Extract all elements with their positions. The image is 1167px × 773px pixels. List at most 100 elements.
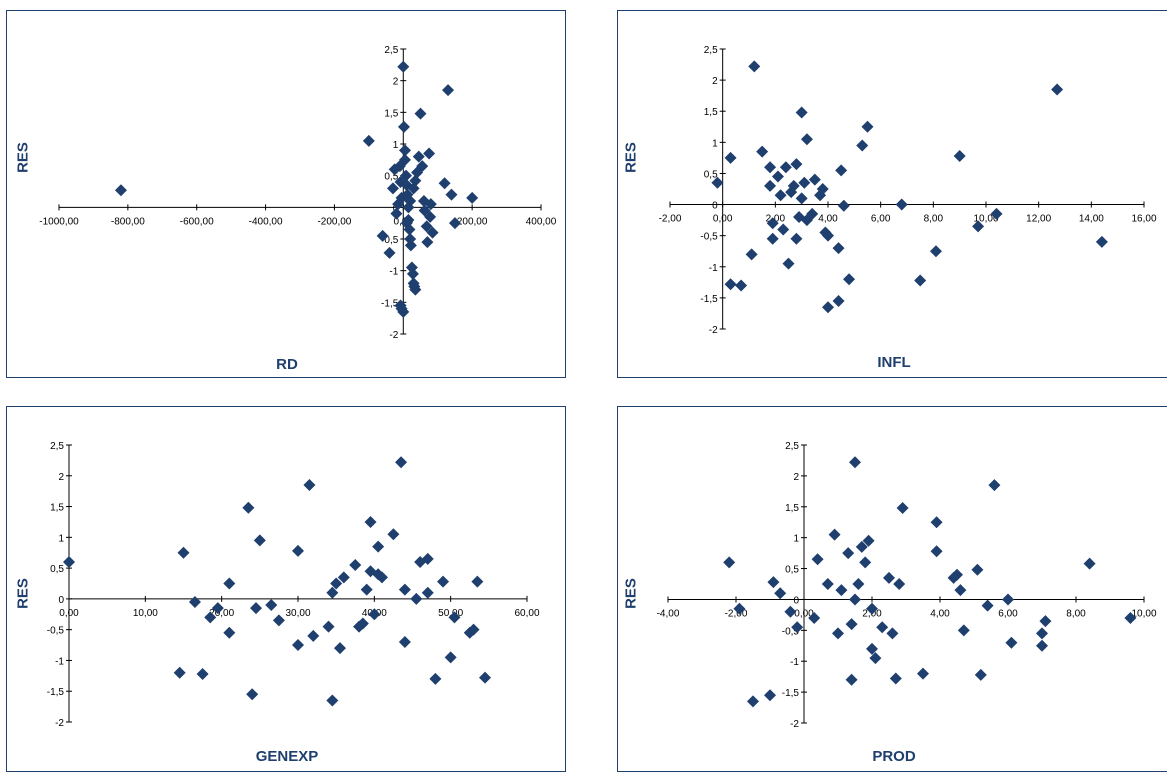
data-point — [756, 145, 769, 158]
data-point — [893, 578, 906, 590]
data-point — [376, 229, 389, 242]
data-point — [767, 576, 780, 589]
y-tick-label: -2 — [790, 719, 799, 730]
scatter-plot-prod: -4,00-2,000,002,004,006,008,0010,00-2-1,… — [657, 441, 1157, 730]
x-tick-label: -1000,00 — [39, 216, 79, 227]
data-point — [832, 295, 845, 307]
y-tick-label: 1,5 — [384, 108, 398, 119]
data-point — [914, 274, 927, 287]
data-point — [421, 236, 434, 249]
y-tick-label: 0,5 — [785, 565, 799, 576]
y-tick-label: 0 — [712, 201, 718, 212]
x-tick-label: 14,00 — [1079, 214, 1104, 225]
y-axis-label: RES — [622, 578, 640, 609]
data-point — [876, 621, 889, 634]
data-point — [832, 627, 844, 640]
data-point — [471, 575, 484, 588]
data-point — [849, 593, 861, 606]
y-tick-label: -0,5 — [381, 235, 399, 246]
data-point — [397, 305, 410, 318]
x-axis-label: RD — [276, 356, 298, 373]
data-point — [399, 153, 412, 166]
x-axis-label: INFL — [877, 354, 911, 371]
data-point — [821, 578, 834, 590]
data-point — [886, 627, 899, 640]
data-point — [272, 614, 285, 627]
scatter-plot-genexp: 0,0010,0020,0030,0040,0050,0060,00-2-1,5… — [47, 441, 540, 729]
data-point — [845, 618, 858, 631]
data-point — [253, 534, 266, 547]
data-point — [798, 176, 811, 189]
data-point — [832, 242, 845, 255]
data-point — [835, 164, 848, 177]
data-point — [929, 245, 942, 258]
data-point — [800, 214, 813, 227]
data-point — [852, 578, 865, 590]
y-tick-label: 1,5 — [704, 107, 718, 118]
data-point — [211, 602, 224, 615]
x-tick-label: 0,00 — [794, 608, 814, 619]
data-point — [917, 667, 929, 680]
data-point — [1005, 636, 1018, 649]
data-point — [414, 107, 427, 120]
data-point — [800, 133, 813, 146]
data-point — [383, 246, 396, 259]
data-point — [400, 169, 413, 182]
data-point — [808, 611, 821, 624]
data-point — [782, 257, 795, 270]
data-point — [774, 189, 787, 202]
data-point — [196, 667, 209, 680]
y-tick-label: 2,5 — [50, 441, 64, 452]
data-point — [816, 183, 829, 195]
data-point — [292, 544, 304, 557]
data-point — [387, 528, 400, 541]
data-point — [828, 528, 841, 541]
data-point — [421, 552, 434, 565]
x-tick-label: 10,00 — [133, 608, 158, 619]
x-tick-label: -4,00 — [657, 608, 680, 619]
data-point — [859, 556, 872, 569]
data-point — [724, 278, 737, 291]
data-point — [951, 568, 963, 581]
x-tick-label: 200,00 — [457, 216, 488, 227]
data-point — [63, 555, 75, 568]
data-point — [423, 147, 436, 160]
data-point — [883, 571, 895, 584]
data-point — [842, 547, 855, 560]
x-axis-label: PROD — [872, 748, 916, 765]
data-point — [467, 623, 480, 636]
data-point — [711, 176, 724, 189]
data-point — [223, 626, 236, 639]
data-point — [223, 577, 236, 590]
scatter-panel-infl: -2,00 0,00 2,00 4,00 6,00 8,00 10,00 12,00 14,00… — [617, 10, 1167, 378]
data-point — [866, 602, 878, 615]
data-point — [895, 198, 908, 211]
x-tick-label: -400,00 — [249, 216, 283, 227]
data-point — [421, 586, 434, 599]
y-tick-label: 1 — [58, 533, 64, 544]
x-tick-label: 0,00 — [713, 214, 733, 225]
data-point — [466, 191, 479, 204]
x-tick-label: -2,00 — [725, 608, 748, 619]
data-point — [409, 174, 422, 187]
x-tick-label: 4,00 — [818, 214, 838, 225]
y-tick-label: -1 — [790, 657, 799, 668]
x-tick-label: -200,00 — [317, 216, 351, 227]
data-point — [764, 179, 777, 192]
data-point — [404, 239, 417, 252]
x-tick-label: -800,00 — [111, 216, 145, 227]
data-point — [735, 279, 748, 292]
y-tick-label: -0,5 — [47, 626, 65, 637]
y-tick-label: -0,5 — [700, 232, 718, 243]
data-point — [292, 639, 304, 652]
y-axis-label: RES — [622, 142, 640, 173]
data-point — [953, 150, 966, 163]
data-point — [1083, 557, 1096, 570]
y-axis-label: RES — [14, 578, 32, 609]
data-point — [448, 611, 461, 624]
data-point — [390, 207, 403, 220]
data-point — [362, 134, 375, 147]
data-point — [330, 577, 343, 590]
y-tick-label: 1 — [712, 138, 718, 149]
data-point — [246, 688, 259, 701]
